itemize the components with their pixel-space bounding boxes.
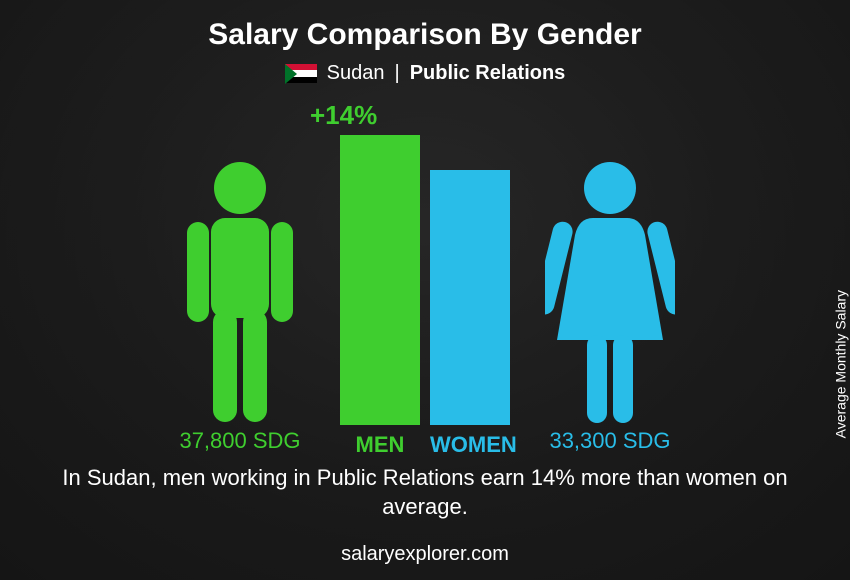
man-icon: [175, 160, 305, 425]
bar-men: [340, 135, 420, 425]
subtitle-category: Public Relations: [410, 62, 566, 85]
chart-area: +14% MEN WOMEN: [0, 100, 850, 460]
bar-women: [430, 170, 510, 425]
infographic-content: Salary Comparison By Gender Sudan | Publ…: [0, 0, 850, 580]
y-axis-label: Average Monthly Salary: [832, 290, 848, 438]
salary-label-men: 37,800 SDG: [150, 428, 330, 454]
subtitle-country: Sudan: [327, 62, 385, 85]
subtitle-separator: |: [395, 62, 400, 85]
woman-icon: [545, 160, 675, 425]
subtitle-row: Sudan | Public Relations: [0, 52, 850, 85]
page-title: Salary Comparison By Gender: [0, 0, 850, 52]
description-text: In Sudan, men working in Public Relation…: [60, 463, 790, 522]
salary-label-women: 33,300 SDG: [520, 428, 700, 454]
bar-label-men: MEN: [340, 432, 420, 458]
footer-source: salaryexplorer.com: [0, 543, 850, 566]
percent-difference-label: +14%: [310, 100, 377, 131]
sudan-flag-icon: [285, 64, 317, 84]
bar-label-women: WOMEN: [430, 432, 510, 458]
